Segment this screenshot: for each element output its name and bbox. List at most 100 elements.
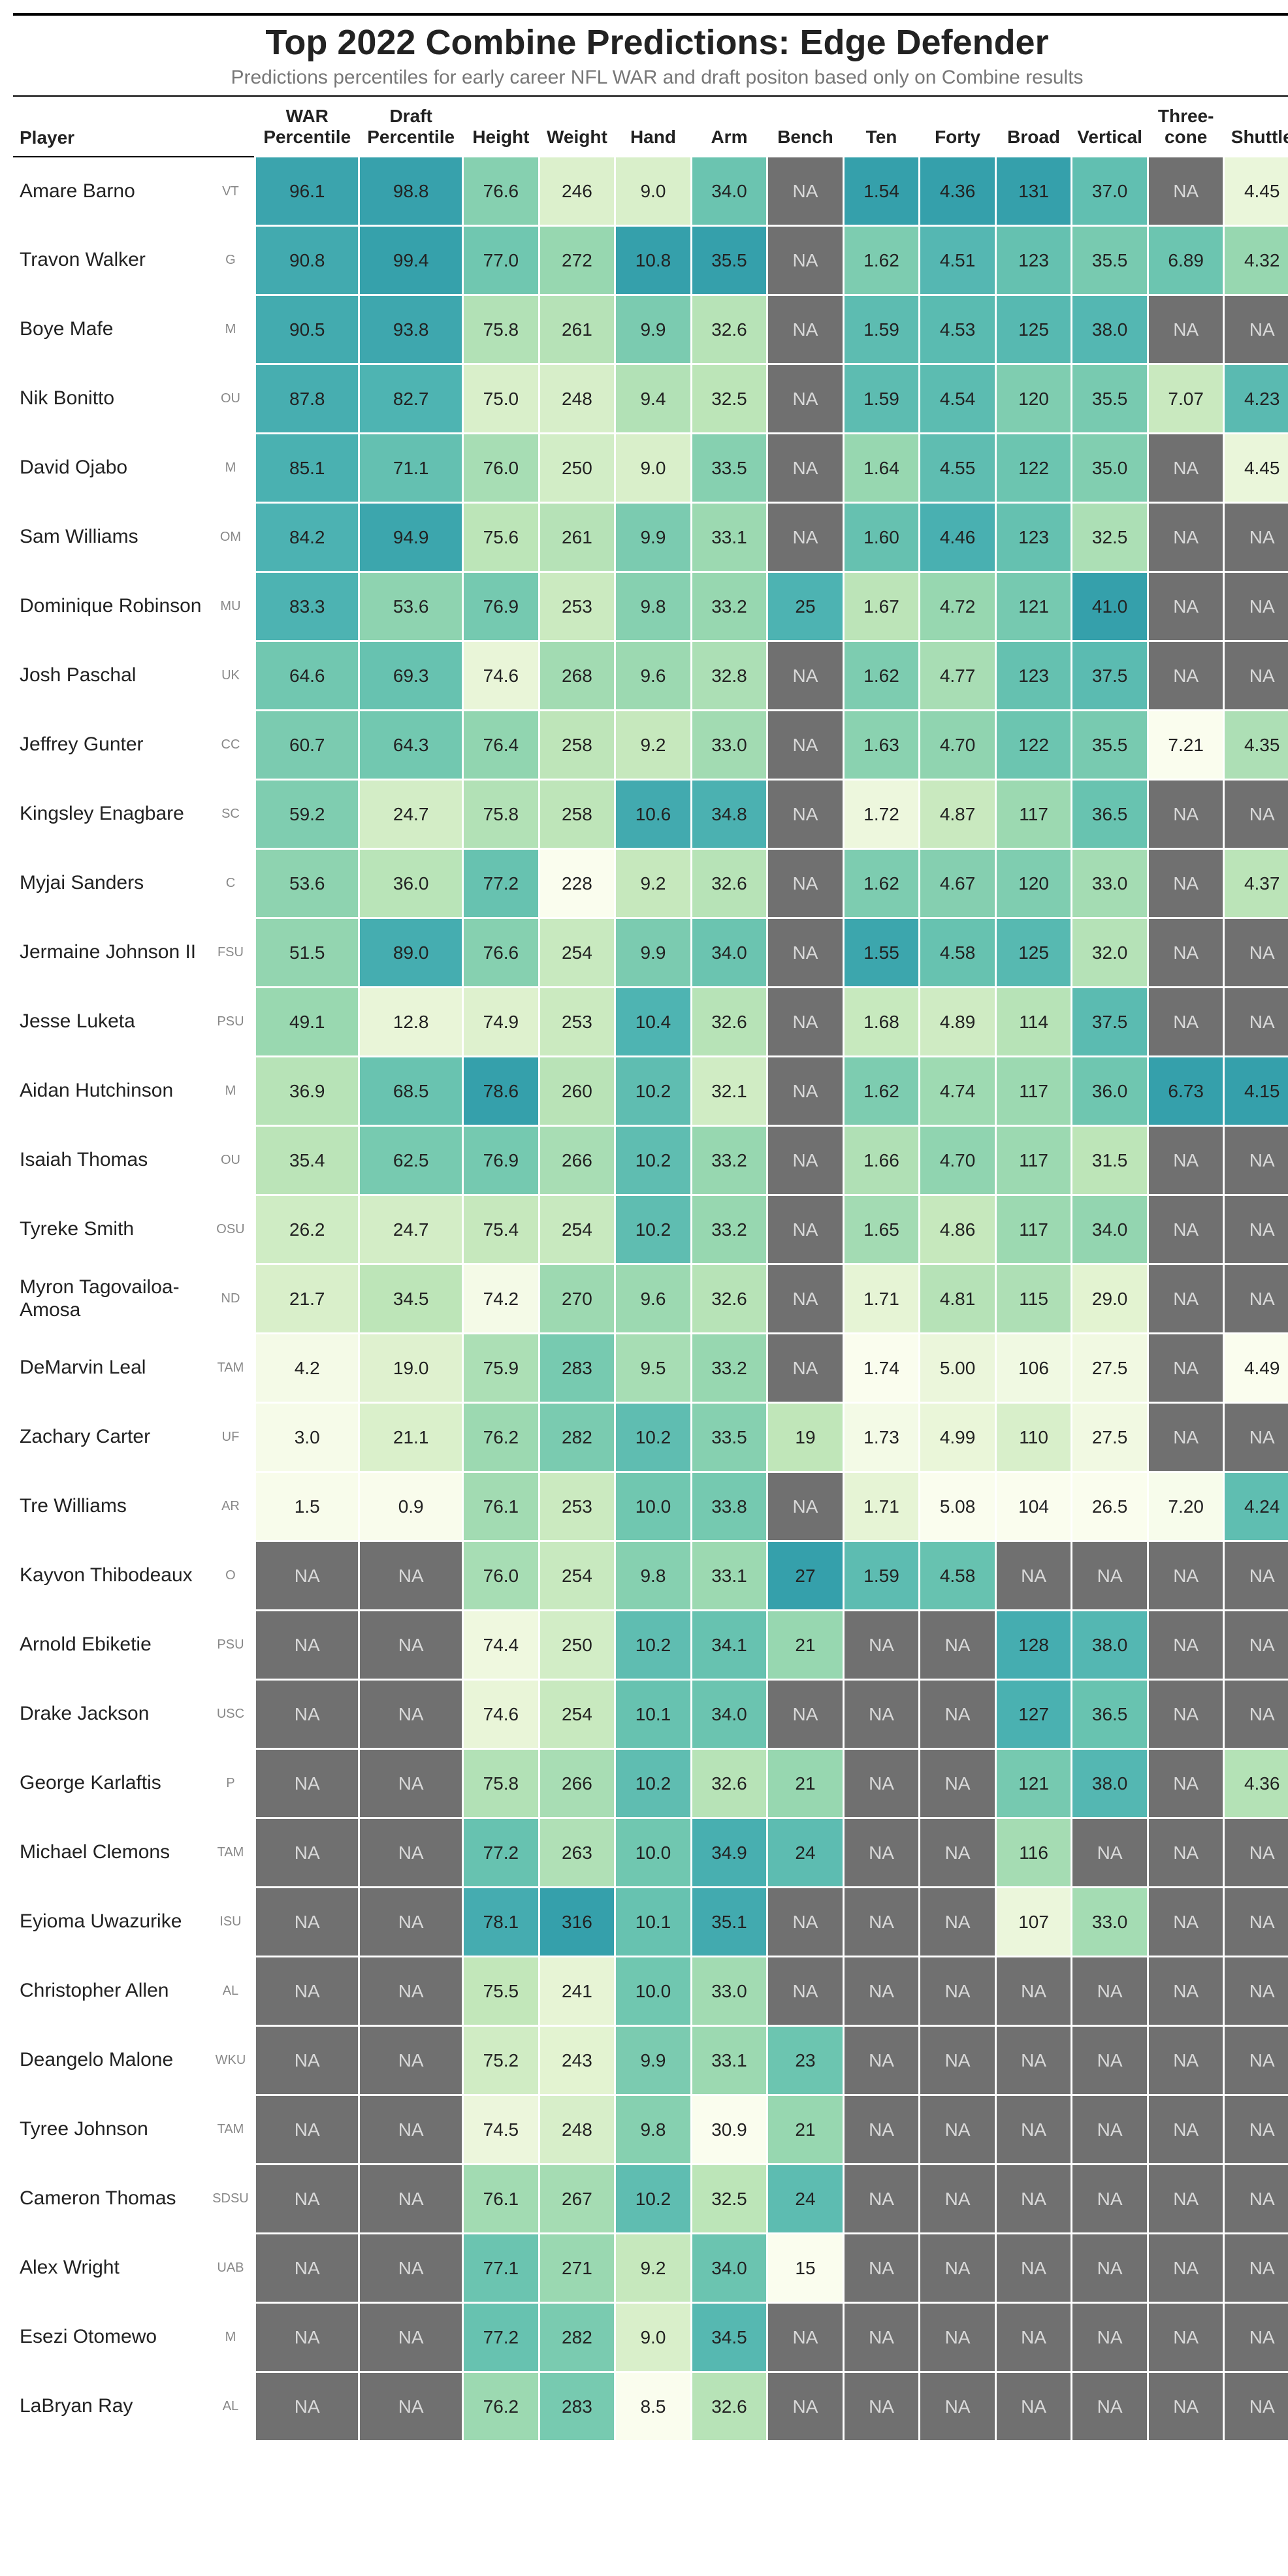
cell-bench: 21 — [767, 2095, 844, 2165]
cell-weight: 253 — [539, 572, 615, 641]
cell-war: 3.0 — [255, 1403, 359, 1472]
cell-vertical: 35.0 — [1072, 434, 1148, 503]
cell-weight: 246 — [539, 157, 615, 226]
col-weight: Weight — [539, 102, 615, 157]
cell-height: 76.2 — [463, 2372, 539, 2441]
cell-broad: 122 — [995, 711, 1072, 780]
page-subtitle: Predictions percentiles for early career… — [13, 67, 1288, 97]
cell-forty: 4.51 — [920, 226, 996, 295]
cell-bench: 24 — [767, 1818, 844, 1888]
cell-vertical: NA — [1072, 1818, 1148, 1888]
cell-arm: 35.1 — [691, 1888, 767, 1957]
cell-shuttle: 4.24 — [1224, 1472, 1288, 1541]
cell-height: 74.2 — [463, 1264, 539, 1334]
cell-vertical: 34.0 — [1072, 1195, 1148, 1264]
team-logo-icon: O — [207, 1541, 255, 1611]
cell-vertical: 31.5 — [1072, 1126, 1148, 1195]
cell-weight: 282 — [539, 1403, 615, 1472]
player-name-cell: Christopher Allen — [13, 1957, 207, 2026]
cell-three: 7.21 — [1148, 711, 1224, 780]
cell-height: 77.2 — [463, 1818, 539, 1888]
cell-three: NA — [1148, 1680, 1224, 1749]
cell-forty: 5.00 — [920, 1334, 996, 1403]
cell-war: NA — [255, 1611, 359, 1680]
cell-broad: 120 — [995, 849, 1072, 918]
cell-bench: NA — [767, 1334, 844, 1403]
cell-height: 74.9 — [463, 988, 539, 1057]
col-forty: Forty — [920, 102, 996, 157]
cell-shuttle: 4.35 — [1224, 711, 1288, 780]
table-row: Dominique RobinsonMU83.353.676.92539.833… — [13, 572, 1288, 641]
cell-vertical: 41.0 — [1072, 572, 1148, 641]
cell-ten: NA — [843, 1818, 920, 1888]
col-shuttle: Shuttle — [1224, 102, 1288, 157]
cell-draft: 64.3 — [359, 711, 463, 780]
cell-bench: NA — [767, 641, 844, 711]
player-name-cell: Dominique Robinson — [13, 572, 207, 641]
team-logo-icon: FSU — [207, 918, 255, 988]
cell-draft: 24.7 — [359, 780, 463, 849]
team-logo-icon: ISU — [207, 1888, 255, 1957]
cell-hand: 9.9 — [615, 918, 692, 988]
cell-draft: 98.8 — [359, 157, 463, 226]
col-bench: Bench — [767, 102, 844, 157]
team-logo-icon: TAM — [207, 2095, 255, 2165]
cell-three: 7.07 — [1148, 364, 1224, 434]
cell-arm: 33.0 — [691, 711, 767, 780]
cell-weight: 267 — [539, 2165, 615, 2234]
cell-forty: 4.36 — [920, 157, 996, 226]
cell-hand: 9.8 — [615, 572, 692, 641]
cell-shuttle: NA — [1224, 2095, 1288, 2165]
cell-ten: 1.62 — [843, 1057, 920, 1126]
cell-shuttle: NA — [1224, 2372, 1288, 2441]
cell-draft: 94.9 — [359, 503, 463, 572]
cell-forty: NA — [920, 2234, 996, 2303]
cell-weight: 243 — [539, 2026, 615, 2095]
cell-draft: 0.9 — [359, 1472, 463, 1541]
cell-shuttle: NA — [1224, 2234, 1288, 2303]
cell-bench: NA — [767, 295, 844, 364]
cell-height: 75.5 — [463, 1957, 539, 2026]
cell-arm: 33.0 — [691, 1957, 767, 2026]
cell-arm: 32.5 — [691, 364, 767, 434]
cell-vertical: 35.5 — [1072, 711, 1148, 780]
cell-hand: 9.9 — [615, 295, 692, 364]
team-logo-icon: OU — [207, 364, 255, 434]
team-logo-icon: AL — [207, 1957, 255, 2026]
cell-draft: 71.1 — [359, 434, 463, 503]
cell-hand: 9.9 — [615, 503, 692, 572]
table-row: Myron Tagovailoa-AmosaND21.734.574.22709… — [13, 1264, 1288, 1334]
cell-forty: NA — [920, 1611, 996, 1680]
player-name-cell: Travon Walker — [13, 226, 207, 295]
cell-vertical: 36.0 — [1072, 1057, 1148, 1126]
cell-height: 77.2 — [463, 2303, 539, 2372]
cell-draft: NA — [359, 1541, 463, 1611]
cell-arm: 33.5 — [691, 1403, 767, 1472]
team-logo-icon: OU — [207, 1126, 255, 1195]
cell-draft: 24.7 — [359, 1195, 463, 1264]
cell-shuttle: NA — [1224, 572, 1288, 641]
cell-arm: 34.1 — [691, 1611, 767, 1680]
cell-vertical: 38.0 — [1072, 1749, 1148, 1818]
table-row: Jeffrey GunterCC60.764.376.42589.233.0NA… — [13, 711, 1288, 780]
cell-bench: NA — [767, 1680, 844, 1749]
cell-broad: 121 — [995, 572, 1072, 641]
cell-war: NA — [255, 2026, 359, 2095]
player-name-cell: Esezi Otomewo — [13, 2303, 207, 2372]
cell-bench: NA — [767, 226, 844, 295]
cell-weight: 316 — [539, 1888, 615, 1957]
col-arm: Arm — [691, 102, 767, 157]
cell-forty: NA — [920, 1680, 996, 1749]
cell-arm: 33.2 — [691, 1126, 767, 1195]
cell-arm: 32.5 — [691, 2165, 767, 2234]
cell-height: 77.0 — [463, 226, 539, 295]
cell-arm: 30.9 — [691, 2095, 767, 2165]
col-hand: Hand — [615, 102, 692, 157]
cell-forty: 4.81 — [920, 1264, 996, 1334]
cell-draft: 36.0 — [359, 849, 463, 918]
player-name-cell: David Ojabo — [13, 434, 207, 503]
cell-three: NA — [1148, 157, 1224, 226]
cell-height: 76.1 — [463, 1472, 539, 1541]
cell-bench: 19 — [767, 1403, 844, 1472]
cell-arm: 33.2 — [691, 1195, 767, 1264]
